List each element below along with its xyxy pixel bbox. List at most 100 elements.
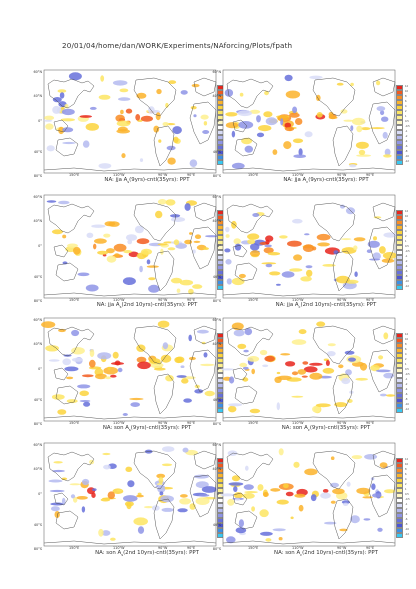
anomaly-patch bbox=[135, 114, 141, 121]
anomaly-patch bbox=[41, 321, 56, 328]
latitude-tick-label: 60°N bbox=[212, 195, 221, 199]
anomaly-patch bbox=[161, 463, 173, 467]
anomaly-patch bbox=[108, 221, 120, 227]
latitude-tick-label: 40°S bbox=[212, 150, 221, 154]
coastline bbox=[133, 202, 177, 242]
precip-anomaly-map bbox=[43, 442, 217, 547]
anomaly-patch bbox=[251, 368, 255, 375]
anomaly-patch bbox=[156, 473, 166, 479]
anomaly-patch bbox=[148, 284, 160, 293]
caption-main: NA: son A bbox=[95, 550, 122, 556]
anomaly-patch bbox=[196, 329, 209, 334]
anomaly-patch bbox=[340, 204, 345, 209]
latitude-tick-label: 0° bbox=[217, 367, 221, 371]
anomaly-patch bbox=[350, 125, 354, 131]
anomaly-patch bbox=[98, 163, 112, 169]
anomaly-patch bbox=[176, 288, 181, 293]
anomaly-patch bbox=[264, 355, 275, 362]
anomaly-patch bbox=[356, 125, 363, 133]
latitude-tick-label: 40°N bbox=[212, 467, 221, 471]
anomaly-patch bbox=[310, 494, 317, 502]
anomaly-patch bbox=[115, 114, 125, 122]
anomaly-patch bbox=[381, 258, 395, 263]
anomaly-patch bbox=[95, 373, 107, 380]
colorbar-swatch bbox=[396, 368, 403, 373]
panel-caption: NA: jja Ac(9yrs)-cntl(35yrs): PPT bbox=[251, 177, 401, 184]
colorbar-label: -0.5 bbox=[405, 373, 410, 376]
anomaly-patch bbox=[192, 284, 203, 289]
anomaly-patch bbox=[235, 527, 247, 534]
latitude-tick-label: 0° bbox=[217, 244, 221, 248]
anomaly-patch bbox=[373, 236, 377, 241]
colorbar-swatch bbox=[396, 533, 403, 538]
anomaly-patch bbox=[107, 366, 111, 371]
caption-main: NA: son A bbox=[274, 550, 301, 556]
anomaly-patch bbox=[140, 115, 153, 122]
colorbar-label: 2 bbox=[405, 235, 407, 238]
latitude-tick-label: 40°S bbox=[33, 275, 42, 279]
coastline bbox=[53, 492, 69, 506]
anomaly-patch bbox=[316, 94, 321, 101]
anomaly-patch bbox=[316, 233, 331, 241]
anomaly-patch bbox=[165, 102, 169, 108]
caption-main: NA: son A bbox=[281, 425, 308, 431]
anomaly-patch bbox=[229, 376, 235, 384]
colorbar-swatch bbox=[396, 508, 403, 513]
colorbar-label: -1 bbox=[405, 503, 408, 506]
anomaly-patch bbox=[67, 243, 78, 249]
anomaly-patch bbox=[149, 358, 161, 364]
anomaly-patch bbox=[44, 115, 55, 121]
colorbar-swatch bbox=[396, 378, 403, 383]
anomaly-patch bbox=[244, 145, 253, 153]
anomaly-patch bbox=[324, 521, 337, 525]
anomaly-patch bbox=[188, 356, 196, 361]
anomaly-patch bbox=[202, 247, 209, 250]
colorbar-swatch bbox=[396, 353, 403, 358]
anomaly-patch bbox=[334, 402, 348, 408]
anomaly-patch bbox=[379, 393, 387, 397]
colorbar-label: -1 bbox=[405, 255, 408, 258]
anomaly-patch bbox=[112, 80, 128, 86]
coastline bbox=[372, 450, 396, 470]
anomaly-patch bbox=[252, 213, 260, 217]
colorbar-label: 12 bbox=[405, 458, 409, 461]
coastline bbox=[55, 510, 79, 530]
latitude-tick-label: 80°S bbox=[33, 299, 42, 303]
latitude-tick-label: 80°S bbox=[33, 174, 42, 178]
anomaly-patch bbox=[295, 118, 303, 125]
anomaly-patch bbox=[129, 397, 144, 401]
colorbar-swatch bbox=[396, 373, 403, 378]
anomaly-patch bbox=[195, 497, 210, 505]
anomaly-patch bbox=[360, 127, 371, 131]
colorbar-swatch bbox=[396, 358, 403, 363]
anomaly-patch bbox=[292, 138, 304, 144]
colorbar-label: -8 bbox=[405, 523, 408, 526]
colorbar-swatch bbox=[396, 155, 403, 160]
anomaly-patch bbox=[384, 148, 391, 156]
anomaly-patch bbox=[263, 492, 269, 497]
anomaly-patch bbox=[193, 240, 201, 243]
panel-caption: NA: son As(2nd 10yrs)-cntl(35yrs): PPT bbox=[72, 550, 222, 557]
colorbar-swatch bbox=[396, 468, 403, 473]
precip-anomaly-map bbox=[220, 442, 396, 547]
anomaly-patch bbox=[188, 288, 194, 295]
anomaly-patch bbox=[341, 247, 357, 254]
colorbar-swatch bbox=[396, 408, 403, 413]
colorbar-swatch bbox=[396, 348, 403, 353]
coastline bbox=[43, 415, 217, 420]
colorbar-swatch bbox=[396, 463, 403, 468]
longitude-tick-label: 90°E bbox=[187, 173, 196, 177]
anomaly-patch bbox=[173, 136, 179, 143]
anomaly-patch bbox=[305, 265, 313, 269]
latitude-tick-label: 40°S bbox=[33, 150, 42, 154]
anomaly-patch bbox=[358, 149, 366, 155]
colorbar bbox=[396, 333, 403, 413]
coastline bbox=[232, 119, 248, 133]
anomaly-patch bbox=[317, 242, 330, 247]
anomaly-patch bbox=[79, 400, 91, 402]
colorbar-label: 6 bbox=[405, 100, 407, 103]
colorbar-swatch bbox=[396, 488, 403, 493]
anomaly-patch bbox=[177, 508, 188, 513]
colorbar-label: -10 bbox=[405, 155, 409, 158]
